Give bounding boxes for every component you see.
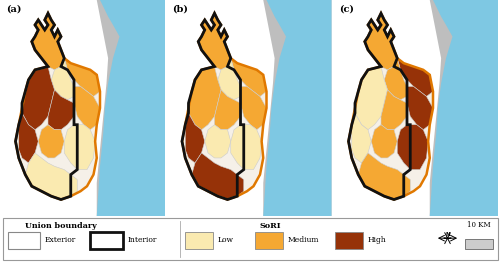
Polygon shape <box>430 0 498 216</box>
Polygon shape <box>384 58 407 100</box>
Polygon shape <box>240 86 266 130</box>
Bar <box>255 232 282 249</box>
Text: N: N <box>445 232 450 237</box>
Bar <box>90 232 122 249</box>
Polygon shape <box>365 13 397 70</box>
Polygon shape <box>430 0 498 216</box>
Polygon shape <box>198 13 231 70</box>
Polygon shape <box>446 17 482 42</box>
Bar <box>185 232 212 249</box>
Polygon shape <box>358 153 410 200</box>
Polygon shape <box>64 58 100 96</box>
Polygon shape <box>192 153 244 200</box>
Text: (a): (a) <box>6 5 21 14</box>
Polygon shape <box>19 113 38 163</box>
Polygon shape <box>214 90 240 130</box>
Polygon shape <box>48 90 74 130</box>
Polygon shape <box>397 58 433 96</box>
Polygon shape <box>352 113 371 163</box>
Polygon shape <box>25 153 77 200</box>
Polygon shape <box>205 125 231 158</box>
Text: Low: Low <box>218 236 234 244</box>
Text: High: High <box>368 236 386 244</box>
Polygon shape <box>397 125 428 170</box>
Polygon shape <box>16 13 100 200</box>
Text: Interior: Interior <box>128 236 157 244</box>
Polygon shape <box>64 125 95 170</box>
Polygon shape <box>38 125 64 158</box>
Polygon shape <box>371 125 397 158</box>
Polygon shape <box>280 17 316 42</box>
Polygon shape <box>231 125 262 170</box>
Polygon shape <box>381 90 407 130</box>
Polygon shape <box>74 86 100 130</box>
Polygon shape <box>32 13 64 70</box>
Bar <box>465 239 492 249</box>
Polygon shape <box>218 58 240 100</box>
Polygon shape <box>113 17 149 42</box>
Polygon shape <box>188 67 221 130</box>
Text: Exterior: Exterior <box>45 236 76 244</box>
Text: (c): (c) <box>339 5 353 14</box>
Polygon shape <box>182 13 266 200</box>
Polygon shape <box>348 13 433 200</box>
Polygon shape <box>52 58 74 100</box>
Text: SoRI: SoRI <box>260 222 281 230</box>
Text: (b): (b) <box>172 5 188 14</box>
Polygon shape <box>355 67 388 130</box>
Polygon shape <box>407 86 433 130</box>
Text: Medium: Medium <box>288 236 319 244</box>
Bar <box>8 232 40 249</box>
Polygon shape <box>97 0 165 216</box>
Polygon shape <box>22 67 54 130</box>
Polygon shape <box>263 0 332 216</box>
Bar <box>335 232 362 249</box>
Text: Union boundary: Union boundary <box>25 222 97 230</box>
Polygon shape <box>185 113 205 163</box>
Polygon shape <box>263 0 332 216</box>
Polygon shape <box>231 58 266 96</box>
Polygon shape <box>97 0 165 216</box>
Text: 10 KM: 10 KM <box>467 221 491 229</box>
